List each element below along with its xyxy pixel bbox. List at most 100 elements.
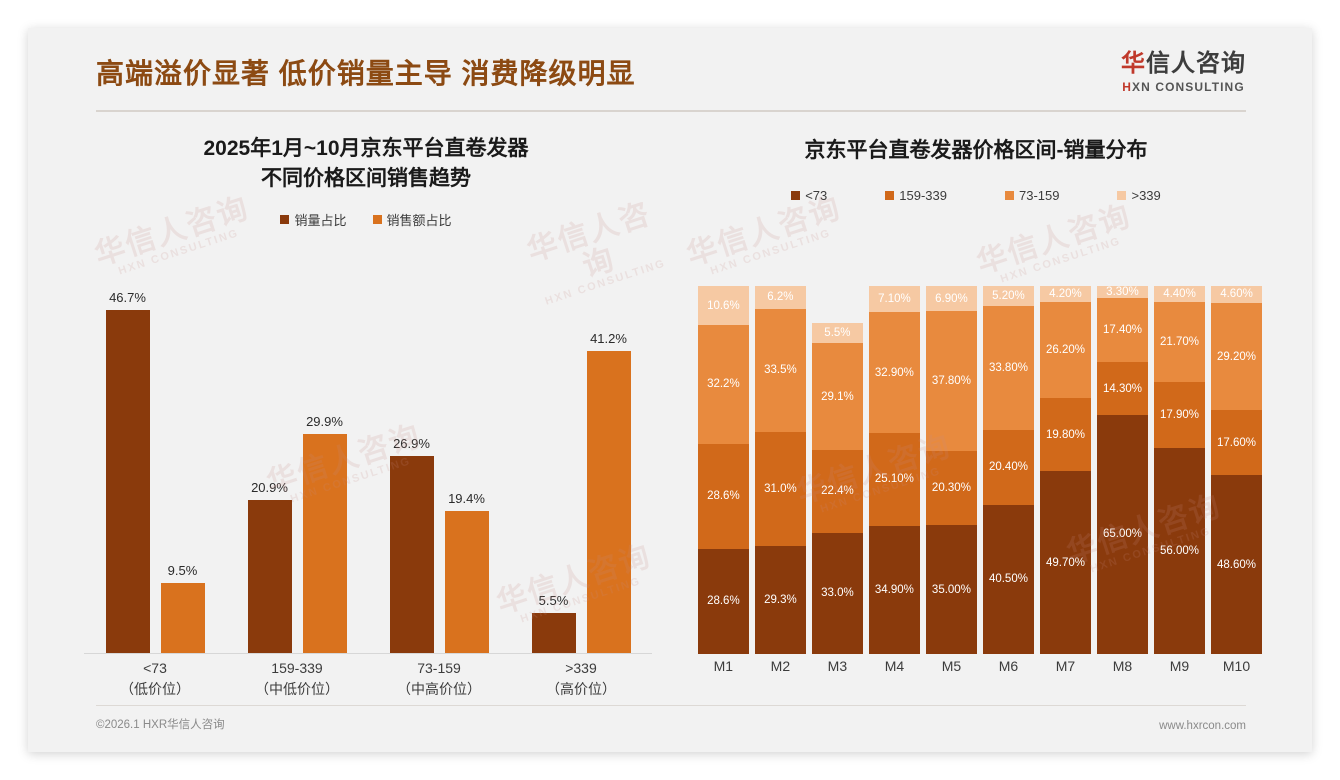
stacked-bar[interactable]: 5.20% 33.80% 20.40% 40.50% [983, 286, 1034, 654]
stacked-bar[interactable]: 6.90% 37.80% 20.30% 35.00% [926, 286, 977, 654]
stack-segment[interactable]: 32.90% [869, 312, 920, 434]
legend-item-73-159[interactable]: 73-159 [1005, 188, 1059, 203]
stack-segment[interactable]: 17.60% [1211, 410, 1262, 476]
legend-item-sales-amount[interactable]: 销售额占比 [372, 210, 452, 229]
legend-swatch-icon [1005, 191, 1014, 200]
segment-value-label: 17.60% [1217, 436, 1257, 449]
left-chart-title-line1: 2025年1月~10月京东平台直卷发器 [203, 137, 529, 160]
bar[interactable]: 5.5% [531, 593, 576, 653]
legend-label: 159-339 [899, 188, 947, 203]
stacked-bar[interactable]: 3.30% 17.40% 14.30% 65.00% [1097, 286, 1148, 654]
page-title: 高端溢价显著 低价销量主导 消费降级明显 [96, 58, 636, 89]
legend-item-sales-volume[interactable]: 销量占比 [280, 210, 347, 229]
footer-website[interactable]: www.hxrcon.com [1159, 720, 1246, 732]
stack-segment[interactable]: 34.90% [869, 525, 920, 654]
stack-segment[interactable]: 33.5% [755, 308, 806, 433]
x-axis-label: M3 [827, 658, 848, 674]
segment-value-label: 31.0% [764, 483, 797, 496]
stack-segment[interactable]: 19.80% [1040, 398, 1091, 472]
stack-segment[interactable]: 48.60% [1211, 475, 1262, 654]
x-axis-label: >339 （高价位） [516, 658, 647, 714]
stack-segment[interactable]: 35.00% [926, 525, 977, 654]
bar[interactable]: 46.7% [105, 290, 150, 653]
stacked-bar[interactable]: 10.6% 32.2% 28.6% 28.6% [698, 286, 749, 654]
legend-swatch-icon [1117, 191, 1127, 200]
stack-segment[interactable]: 4.60% [1211, 286, 1262, 303]
bar[interactable]: 29.9% [302, 414, 347, 653]
bar-value-label: 5.5% [538, 592, 569, 608]
stacked-bar[interactable]: 4.60% 29.20% 17.60% 48.60% [1211, 286, 1262, 654]
watermark: 华信人咨询 HXN CONSULTING [682, 191, 846, 277]
bar-wrapper: 29.9% [302, 286, 347, 653]
stacked-bar[interactable]: 4.40% 21.70% 17.90% 56.00% [1154, 286, 1205, 654]
legend-item-159-339[interactable]: 159-339 [885, 188, 947, 203]
segment-value-label: 34.90% [874, 583, 914, 596]
x-axis-label: M9 [1169, 658, 1190, 674]
bar[interactable]: 19.4% [444, 491, 489, 653]
stack-segment[interactable]: 33.0% [812, 532, 863, 654]
stack-segment[interactable]: 7.10% [869, 286, 920, 313]
stack-segment[interactable]: 26.20% [1040, 301, 1091, 399]
stack-segment[interactable]: 40.50% [983, 504, 1034, 654]
stack-segment[interactable]: 29.20% [1211, 302, 1262, 411]
stack-segment[interactable]: 28.6% [698, 443, 749, 549]
stacked-bar[interactable]: 7.10% 32.90% 25.10% 34.90% [869, 286, 920, 654]
segment-value-label: 40.50% [988, 573, 1028, 586]
x-axis-label-tier: （低价位） [120, 681, 190, 697]
stack-segment[interactable]: 14.30% [1097, 362, 1148, 415]
stack-segment[interactable]: 20.30% [926, 450, 977, 526]
segment-value-label: 10.6% [707, 299, 740, 312]
x-axis-label: M5 [941, 658, 962, 674]
stack-segment[interactable]: 21.70% [1154, 302, 1205, 383]
legend-item->339[interactable]: >339 [1117, 188, 1161, 203]
x-axis-label-tier: （高价位） [546, 681, 616, 697]
segment-value-label: 17.40% [1102, 324, 1142, 337]
logo-char-h: H [1122, 80, 1133, 94]
stack-segment[interactable]: 29.1% [812, 343, 863, 451]
slide-header: 高端溢价显著 低价销量主导 消费降级明显 华信人咨询 HXN CONSULTIN… [28, 28, 1312, 114]
bar[interactable]: 26.9% [389, 436, 434, 653]
stack-segment[interactable]: 49.70% [1040, 471, 1091, 654]
stack-segment[interactable]: 56.00% [1154, 447, 1205, 654]
footer-copyright: ©2026.1 HXR华信人咨询 [96, 719, 225, 731]
stack-segment[interactable]: 31.0% [755, 432, 806, 547]
stacked-bar[interactable]: 5.5% 29.1% 22.4% 33.0% [812, 286, 863, 654]
stack-segment[interactable]: 4.20% [1040, 286, 1091, 302]
stack-segment[interactable]: 6.90% [926, 286, 977, 312]
stack-segment[interactable]: 4.40% [1154, 286, 1205, 303]
logo-english-rest: XN CONSULTING [1132, 80, 1245, 94]
logo-chinese-text: 华信人咨询 [1121, 50, 1246, 78]
bar[interactable]: 20.9% [247, 480, 292, 653]
stack-segment[interactable]: 10.6% [698, 286, 749, 326]
stack-segment[interactable]: 6.2% [755, 286, 806, 309]
stack-segment[interactable]: 37.80% [926, 311, 977, 451]
slide: 高端溢价显著 低价销量主导 消费降级明显 华信人咨询 HXN CONSULTIN… [28, 28, 1312, 752]
left-chart-x-axis-labels: <73 （低价位） 159-339 （中低价位） 73-159 （中高价位） >339 （高价… [84, 658, 652, 714]
stack-segment[interactable]: 5.5% [812, 322, 863, 344]
segment-value-label: 4.60% [1220, 288, 1253, 301]
stack-segment[interactable]: 20.40% [983, 429, 1034, 505]
stack-segment[interactable]: 3.30% [1097, 286, 1148, 299]
stack-segment[interactable]: 5.20% [983, 286, 1034, 306]
bar[interactable]: 9.5% [160, 563, 205, 653]
stack-segment[interactable]: 32.2% [698, 325, 749, 444]
left-chart-legend: 销量占比 销售额占比 [66, 210, 666, 229]
segment-value-label: 7.10% [878, 293, 911, 306]
stack-segment[interactable]: 17.40% [1097, 298, 1148, 363]
stack-segment[interactable]: 65.00% [1097, 414, 1148, 654]
right-chart-legend: <73 159-339 73-159 >339 [676, 188, 1276, 203]
legend-label: 销量占比 [294, 213, 347, 228]
legend-item-<73[interactable]: <73 [791, 188, 827, 203]
stack-segment[interactable]: 17.90% [1154, 382, 1205, 448]
bar[interactable]: 41.2% [586, 331, 631, 653]
stack-segment[interactable]: 25.10% [869, 433, 920, 526]
stack-segment[interactable]: 29.3% [755, 546, 806, 654]
stack-segment[interactable]: 33.80% [983, 305, 1034, 430]
stack-segment[interactable]: 28.6% [698, 548, 749, 654]
stacked-bar[interactable]: 6.2% 33.5% 31.0% 29.3% [755, 286, 806, 654]
stacked-bar[interactable]: 4.20% 26.20% 19.80% 49.70% [1040, 286, 1091, 654]
legend-swatch-icon [280, 215, 290, 224]
segment-value-label: 4.40% [1163, 288, 1196, 301]
segment-value-label: 33.5% [764, 364, 797, 377]
stack-segment[interactable]: 22.4% [812, 450, 863, 533]
